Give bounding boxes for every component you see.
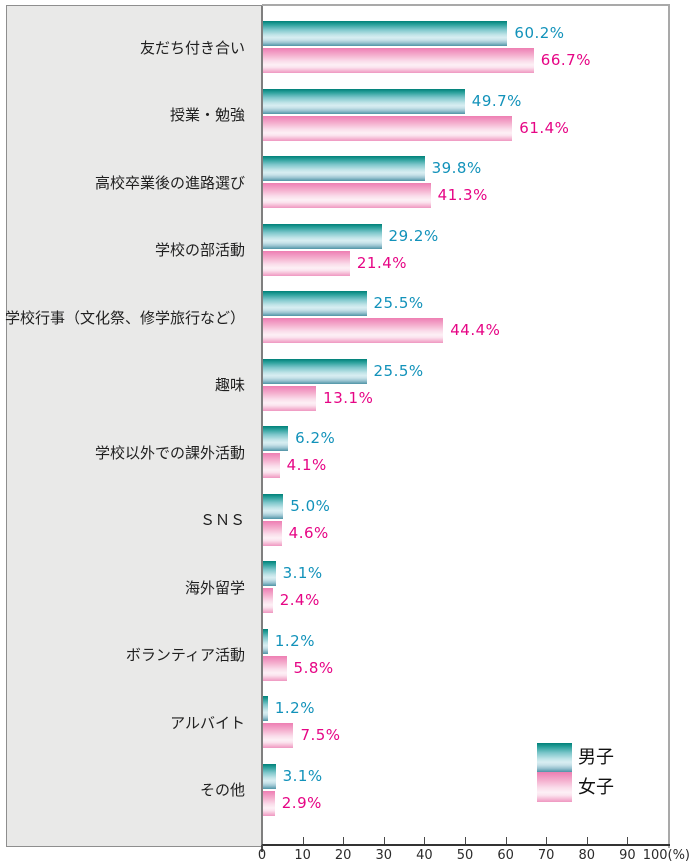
boys-bar [263,223,382,249]
x-tick [383,837,385,844]
boys-value-label: 25.5% [373,361,424,380]
x-tick [302,837,304,844]
girls-value-label: 2.9% [281,793,322,812]
boys-value-label: 3.1% [282,766,323,785]
girls-bar [263,250,350,276]
boys-bar [263,156,425,181]
x-tick [627,837,629,844]
x-tick [505,837,507,844]
girls-value-label: 2.4% [279,591,320,609]
x-tick-label: 30 [375,848,393,863]
x-tick-label: 40 [416,848,433,863]
legend-swatch-girls [537,772,572,802]
boys-bar [263,763,276,789]
category-label: ＳＮＳ [199,511,245,529]
x-tick-label: 70 [537,848,555,863]
x-max-and-unit-label: 100(%) [642,848,690,863]
category-label: ボランティア活動 [125,646,245,664]
category-label: 趣味 [214,376,245,394]
boys-bar [263,696,268,721]
girls-value-label: 61.4% [519,118,570,137]
legend-label-girls: 女子 [578,777,614,798]
girls-bar [263,183,431,208]
x-tick-label: 50 [456,848,474,863]
category-label: 授業・勉強 [169,106,245,124]
girls-value-label: 13.1% [323,388,374,407]
category-label: アルバイト [170,713,245,732]
x-tick-label: 80 [578,848,596,863]
x-tick-label: 10 [294,848,311,863]
x-tick-label: 90 [619,848,636,863]
x-tick [586,837,588,844]
x-axis-line [262,844,670,846]
girls-bar [263,588,273,613]
boys-bar [263,291,367,316]
girls-bar [263,318,444,343]
girls-value-label: 7.5% [300,726,341,744]
boys-bar [263,21,508,46]
girls-bar [263,48,534,73]
x-tick [546,837,548,844]
girls-bar [263,723,294,748]
girls-bar [263,520,282,546]
girls-value-label: 5.8% [293,658,334,677]
boys-value-label: 49.7% [471,91,522,110]
girls-value-label: 41.3% [437,186,488,204]
legend-swatch-boys [537,743,572,772]
x-tick [424,837,426,844]
x-tick-label: 0 [257,848,267,863]
category-panel [6,5,263,847]
boys-bar [263,358,367,384]
boys-bar [263,628,268,654]
boys-value-label: 1.2% [274,631,315,650]
boys-value-label: 39.8% [431,159,482,177]
girls-value-label: 21.4% [356,253,408,272]
girls-bar [263,115,513,141]
category-label: その他 [199,781,245,799]
girls-value-label: 44.4% [450,321,501,339]
x-tick-label: 60 [497,848,514,863]
boys-value-label: 60.2% [514,24,565,42]
x-axis-origin-stub [261,845,263,852]
girls-bar [263,385,317,411]
boys-bar [263,493,284,519]
boys-value-label: 1.2% [274,699,315,717]
boys-bar [263,561,276,586]
category-label: 学校行事（文化祭、修学旅行など） [4,308,245,327]
boys-bar [263,426,289,451]
category-label: 学校の部活動 [154,241,245,259]
girls-bar [263,655,287,681]
boys-value-label: 25.5% [373,294,424,312]
girls-value-label: 66.7% [540,51,591,69]
girls-value-label: 4.1% [286,456,327,474]
girls-bar [263,453,280,478]
plot-border-right [668,4,670,848]
legend-label-boys: 男子 [578,747,614,768]
girls-bar [263,790,275,816]
plot-border-top [262,4,670,6]
boys-value-label: 5.0% [290,496,331,515]
x-tick [343,837,345,844]
girls-value-label: 4.6% [288,523,329,542]
boys-value-label: 6.2% [295,429,336,447]
category-label: 高校卒業後の進路選び [94,173,245,192]
x-tick [465,837,466,844]
category-label: 学校以外での課外活動 [94,443,245,462]
boys-value-label: 29.2% [388,226,439,245]
x-tick-label: 20 [334,848,352,863]
category-label: 友だち付き合い [139,38,245,57]
boys-value-label: 3.1% [282,564,323,582]
category-label: 海外留学 [184,578,245,597]
boys-bar [263,88,465,114]
